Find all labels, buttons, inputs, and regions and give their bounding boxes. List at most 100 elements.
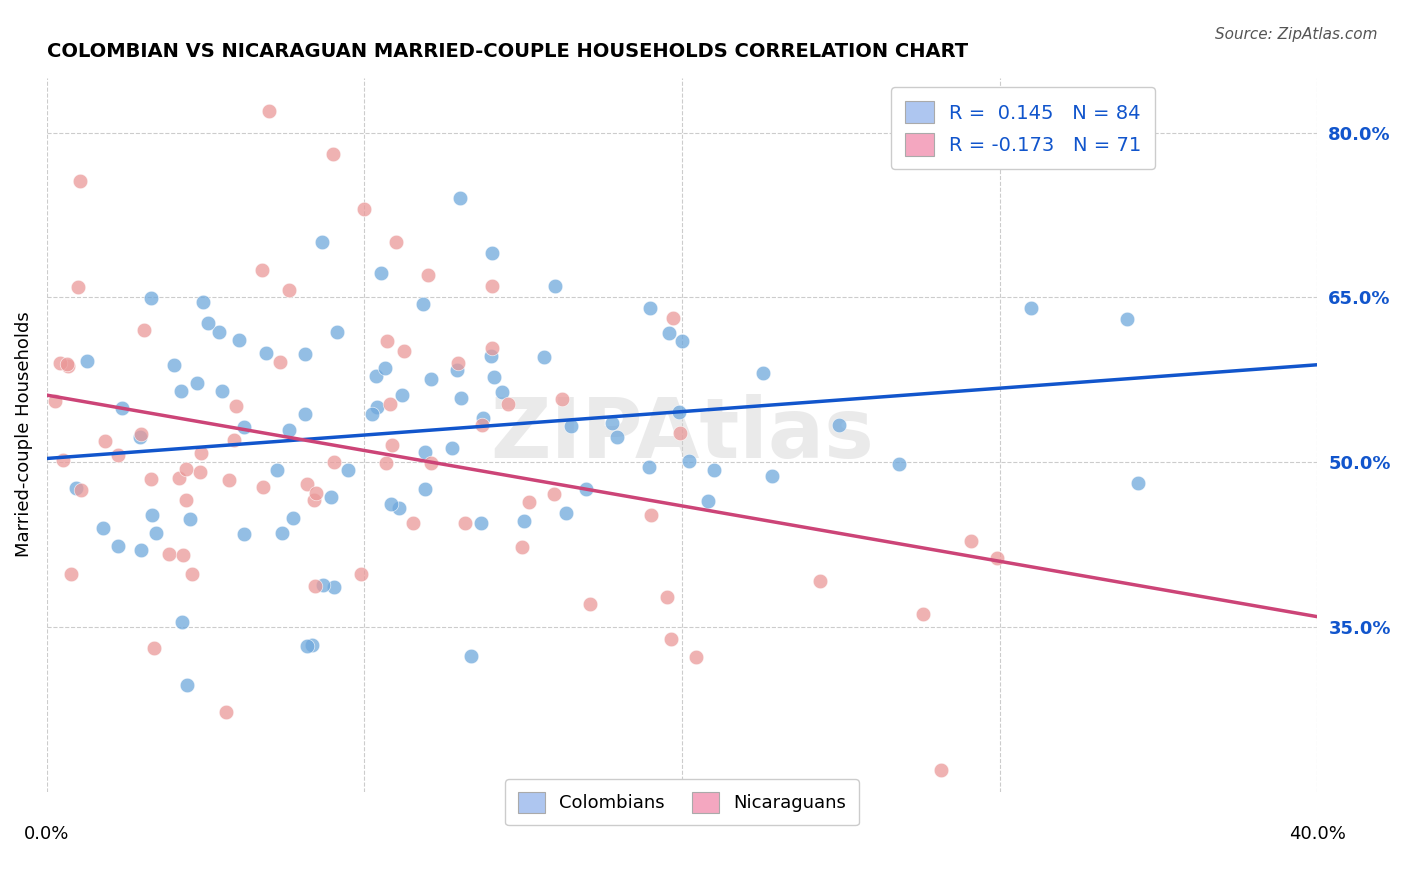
Point xyxy=(294,407,316,421)
Point xyxy=(447,356,470,370)
Point xyxy=(283,510,305,524)
Point xyxy=(959,534,981,549)
Point xyxy=(277,423,299,437)
Point xyxy=(56,357,79,371)
Point xyxy=(543,487,565,501)
Point xyxy=(401,516,423,531)
Point xyxy=(668,425,690,440)
Point xyxy=(374,361,396,376)
Point xyxy=(380,497,402,511)
Point xyxy=(129,427,152,442)
Point xyxy=(931,763,953,777)
Point xyxy=(257,103,280,118)
Point xyxy=(56,359,79,373)
Point xyxy=(380,397,402,411)
Point xyxy=(471,417,494,432)
Text: 40.0%: 40.0% xyxy=(1289,824,1346,843)
Point xyxy=(481,246,503,260)
Point xyxy=(215,705,238,719)
Point xyxy=(481,342,503,356)
Point xyxy=(141,291,163,305)
Point xyxy=(449,191,471,205)
Point xyxy=(305,486,328,500)
Point xyxy=(228,333,250,347)
Point xyxy=(381,438,404,452)
Point xyxy=(319,490,342,504)
Point xyxy=(491,384,513,399)
Point xyxy=(696,494,718,508)
Point xyxy=(170,615,193,629)
Text: 0.0%: 0.0% xyxy=(24,824,69,843)
Point xyxy=(640,301,662,316)
Point xyxy=(132,323,155,337)
Point xyxy=(269,355,291,369)
Point xyxy=(211,384,233,398)
Point xyxy=(440,441,463,455)
Point xyxy=(167,471,190,485)
Point xyxy=(544,279,567,293)
Point xyxy=(1021,301,1043,316)
Point xyxy=(600,416,623,430)
Point xyxy=(93,434,115,449)
Point xyxy=(412,296,434,310)
Point xyxy=(159,547,181,561)
Point xyxy=(661,310,683,325)
Point xyxy=(512,514,534,528)
Point xyxy=(233,527,256,541)
Point xyxy=(828,418,851,433)
Point xyxy=(107,448,129,462)
Point xyxy=(190,445,212,459)
Point xyxy=(657,591,679,605)
Point xyxy=(304,579,326,593)
Point xyxy=(361,408,384,422)
Point xyxy=(481,279,503,293)
Point xyxy=(374,456,396,470)
Point xyxy=(533,350,555,364)
Point xyxy=(301,638,323,652)
Point xyxy=(454,516,477,531)
Point xyxy=(1126,476,1149,491)
Point xyxy=(678,453,700,467)
Text: COLOMBIAN VS NICARAGUAN MARRIED-COUPLE HOUSEHOLDS CORRELATION CHART: COLOMBIAN VS NICARAGUAN MARRIED-COUPLE H… xyxy=(46,42,967,61)
Point xyxy=(163,359,186,373)
Point xyxy=(91,521,114,535)
Point xyxy=(703,463,725,477)
Point xyxy=(640,508,662,523)
Point xyxy=(498,397,520,411)
Point xyxy=(76,354,98,368)
Point xyxy=(575,482,598,496)
Point xyxy=(326,325,349,339)
Point xyxy=(67,280,90,294)
Point xyxy=(65,481,87,495)
Point xyxy=(60,567,83,582)
Legend: Colombians, Nicaraguans: Colombians, Nicaraguans xyxy=(505,780,859,825)
Point xyxy=(517,495,540,509)
Text: ZIPAtlas: ZIPAtlas xyxy=(491,394,875,475)
Point xyxy=(385,235,408,250)
Point xyxy=(294,347,316,361)
Point xyxy=(129,542,152,557)
Point xyxy=(218,474,240,488)
Point xyxy=(271,525,294,540)
Point xyxy=(174,462,197,476)
Point xyxy=(606,430,628,444)
Point xyxy=(44,394,66,409)
Point xyxy=(761,469,783,483)
Point xyxy=(323,455,346,469)
Point xyxy=(986,551,1008,566)
Point xyxy=(208,325,231,339)
Point xyxy=(322,147,344,161)
Point xyxy=(685,649,707,664)
Point xyxy=(186,376,208,391)
Point xyxy=(912,607,935,622)
Point xyxy=(311,235,333,250)
Point xyxy=(415,445,437,459)
Point xyxy=(364,369,387,384)
Point xyxy=(278,283,301,297)
Point xyxy=(551,392,574,407)
Y-axis label: Married-couple Households: Married-couple Households xyxy=(15,311,32,558)
Point xyxy=(560,419,582,434)
Point xyxy=(375,334,398,349)
Point xyxy=(659,632,682,647)
Point xyxy=(179,511,201,525)
